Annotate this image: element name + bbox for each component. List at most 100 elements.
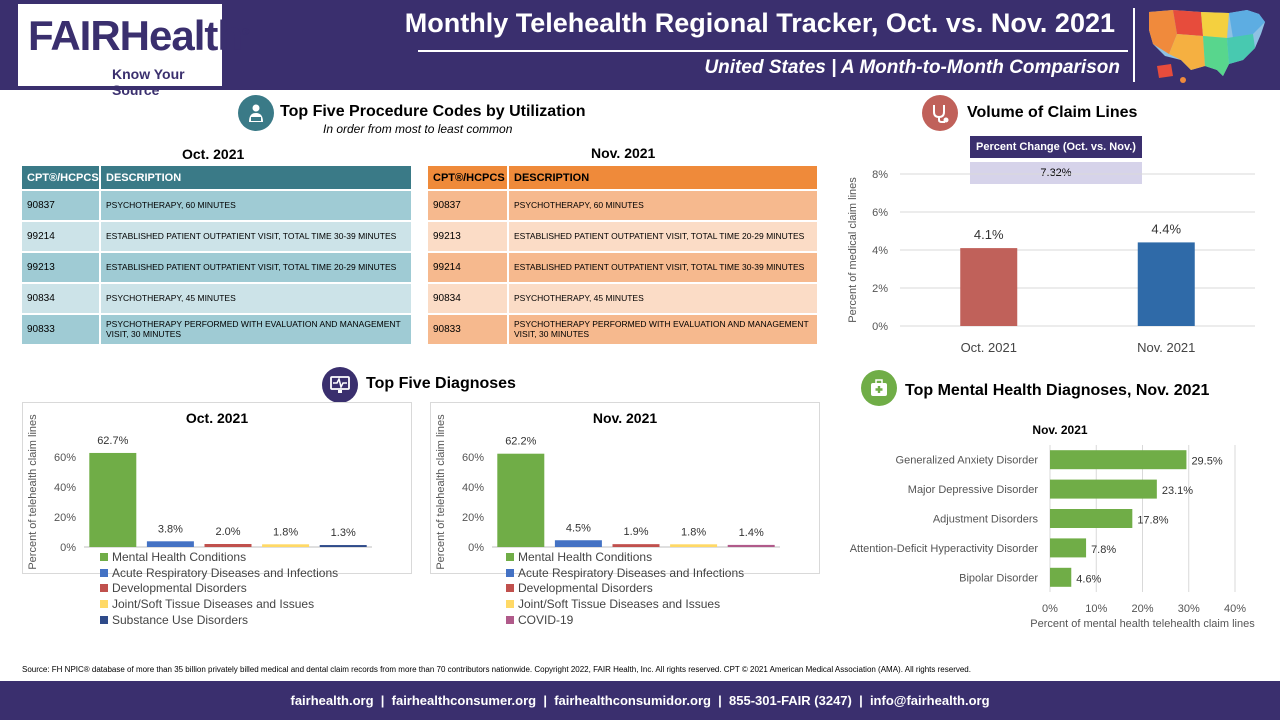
legend-label: Acute Respiratory Diseases and Infection… bbox=[112, 565, 339, 580]
y-tick-label: Adjustment Disorders bbox=[933, 514, 1039, 526]
y-axis-label: Percent of telehealth claim lines bbox=[27, 414, 39, 570]
bar bbox=[262, 544, 310, 547]
data-label: 1.9% bbox=[623, 526, 648, 538]
bar bbox=[1050, 538, 1087, 558]
data-label: 7.8% bbox=[1091, 544, 1116, 556]
code-cell: 99214 bbox=[22, 221, 101, 253]
mental-health-chart: Nov. 2021 0% 10% 20% 30% 40% Percent of mental… bbox=[850, 423, 1255, 630]
data-label: 1.4% bbox=[739, 527, 764, 539]
legend-swatch bbox=[100, 568, 108, 577]
code-cell: 90837 bbox=[428, 190, 509, 222]
diagnoses-nov-legend: Mental Health Conditions Acute Respirator… bbox=[506, 549, 744, 627]
y-tick-label: 60% bbox=[462, 452, 484, 464]
data-label: 4.4% bbox=[1151, 221, 1181, 236]
description-cell: PSYCHOTHERAPY, 45 MINUTES bbox=[508, 283, 819, 315]
legend-label: Substance Use Disorders bbox=[112, 612, 249, 627]
legend-swatch bbox=[100, 584, 108, 593]
bar bbox=[146, 541, 194, 547]
y-tick-label: 0% bbox=[60, 542, 76, 554]
volume-chart: 0% 2% 4% 6% 8% Percent of medical claim lines… bbox=[847, 169, 1255, 355]
legend-label: COVID-19 bbox=[518, 612, 574, 627]
stethoscope-icon bbox=[922, 95, 958, 131]
y-tick-label: 60% bbox=[54, 452, 76, 464]
table-header-row: CPT®/HCPCS DESCRIPTION bbox=[22, 166, 413, 191]
chart-title: Nov. 2021 bbox=[1032, 423, 1087, 437]
legend-item: Acute Respiratory Diseases and Infection… bbox=[100, 565, 338, 581]
bar bbox=[497, 453, 545, 547]
y-tick-label: 40% bbox=[462, 482, 484, 494]
nov-table-title: Nov. 2021 bbox=[591, 145, 656, 161]
volume-title: Volume of Claim Lines bbox=[967, 104, 1138, 121]
legend-item: Joint/Soft Tissue Diseases and Issues bbox=[100, 596, 338, 612]
table-row: 99213 ESTABLISHED PATIENT OUTPATIENT VISI… bbox=[428, 221, 819, 253]
y-tick-label: Bipolar Disorder bbox=[959, 572, 1038, 584]
y-tick-label: Attention-Deficit Hyperactivity Disorder bbox=[850, 543, 1039, 555]
x-axis-label: Percent of mental health telehealth clai… bbox=[1030, 618, 1255, 630]
legend-item: Joint/Soft Tissue Diseases and Issues bbox=[506, 596, 744, 612]
diagnoses-oct-legend: Mental Health Conditions Acute Respirator… bbox=[100, 549, 338, 627]
legend-item: COVID-19 bbox=[506, 612, 744, 628]
y-tick-label: 4% bbox=[872, 245, 888, 257]
data-label: 1.8% bbox=[273, 526, 298, 538]
description-cell: PSYCHOTHERAPY, 45 MINUTES bbox=[100, 283, 413, 315]
bar bbox=[319, 545, 367, 547]
legend-swatch bbox=[100, 599, 108, 608]
footer-contacts[interactable]: fairhealth.org | fairhealthconsumer.org … bbox=[0, 681, 1280, 720]
diagnoses-oct-chart: Oct. 2021 0% 20% 40% 60% Percent of telehealt… bbox=[22, 402, 412, 574]
bar bbox=[1050, 567, 1072, 587]
table-header-row: CPT®/HCPCS DESCRIPTION bbox=[428, 166, 819, 191]
table-row: 99213 ESTABLISHED PATIENT OUTPATIENT VISI… bbox=[22, 252, 413, 284]
description-cell: PSYCHOTHERAPY, 60 MINUTES bbox=[100, 190, 413, 222]
legend-label: Joint/Soft Tissue Diseases and Issues bbox=[112, 596, 315, 611]
y-tick-label: 40% bbox=[54, 482, 76, 494]
y-tick-label: 6% bbox=[872, 207, 888, 219]
table-row: 99214 ESTABLISHED PATIENT OUTPATIENT VISI… bbox=[22, 221, 413, 253]
data-label: 1.3% bbox=[331, 527, 356, 539]
bar bbox=[960, 248, 1018, 326]
legend-item: Mental Health Conditions bbox=[506, 549, 744, 565]
source-note: Source: FH NPIC® database of more than 3… bbox=[22, 665, 971, 674]
code-cell: 90837 bbox=[22, 190, 101, 222]
table-row: 90833 PSYCHOTHERAPY PERFORMED WITH EVALUA… bbox=[428, 314, 819, 346]
legend-item: Substance Use Disorders bbox=[100, 612, 338, 628]
table-row: 90834 PSYCHOTHERAPY, 45 MINUTES bbox=[22, 283, 413, 315]
table-row: 90837 PSYCHOTHERAPY, 60 MINUTES bbox=[22, 190, 413, 222]
legend-label: Mental Health Conditions bbox=[112, 549, 247, 564]
us-map-icon bbox=[1149, 10, 1265, 83]
header-separator bbox=[1133, 8, 1135, 82]
percent-change-value: 7.32% bbox=[970, 162, 1142, 184]
page-subtitle: United States | A Month-to-Month Compari… bbox=[704, 57, 1120, 78]
data-label: 1.8% bbox=[681, 526, 706, 538]
data-label: 29.5% bbox=[1191, 456, 1222, 468]
doctor-laptop-icon bbox=[238, 95, 274, 131]
code-cell: 90834 bbox=[428, 283, 509, 315]
oct-procedures-table: CPT®/HCPCS DESCRIPTION 90837 PSYCHOTHERAP… bbox=[22, 166, 413, 346]
legend-swatch bbox=[506, 584, 514, 593]
x-tick-label: 20% bbox=[1131, 603, 1153, 615]
fairhealth-logo[interactable]: FAIRHealth® Know Your Source bbox=[18, 4, 249, 98]
procedures-title: Top Five Procedure Codes by Utilization bbox=[280, 103, 586, 120]
legend-item: Developmental Disorders bbox=[506, 580, 744, 596]
x-tick-label: 40% bbox=[1224, 603, 1246, 615]
bar bbox=[1050, 509, 1133, 528]
column-header-code: CPT®/HCPCS bbox=[428, 166, 509, 191]
y-tick-label: 8% bbox=[872, 169, 888, 181]
table-row: 90834 PSYCHOTHERAPY, 45 MINUTES bbox=[428, 283, 819, 315]
y-tick-label: 20% bbox=[54, 512, 76, 524]
bar bbox=[89, 452, 137, 547]
y-tick-label: Generalized Anxiety Disorder bbox=[896, 455, 1039, 467]
bar bbox=[670, 544, 718, 547]
x-tick-label: 30% bbox=[1178, 603, 1200, 615]
table-row: 90837 PSYCHOTHERAPY, 60 MINUTES bbox=[428, 190, 819, 222]
data-label: 2.0% bbox=[215, 526, 240, 538]
nov-procedures-table: CPT®/HCPCS DESCRIPTION 90837 PSYCHOTHERAP… bbox=[428, 166, 819, 346]
description-cell: ESTABLISHED PATIENT OUTPATIENT VISIT, TO… bbox=[100, 252, 413, 284]
legend-item: Mental Health Conditions bbox=[100, 549, 338, 565]
column-header-code: CPT®/HCPCS bbox=[22, 166, 101, 191]
chart-frame bbox=[430, 402, 820, 574]
description-cell: ESTABLISHED PATIENT OUTPATIENT VISIT, TO… bbox=[508, 221, 819, 253]
legend-swatch bbox=[506, 552, 514, 561]
mental-health-title: Top Mental Health Diagnoses, Nov. 2021 bbox=[905, 382, 1210, 399]
procedures-subtitle: In order from most to least common bbox=[323, 122, 513, 136]
y-tick-label: 0% bbox=[872, 321, 888, 333]
